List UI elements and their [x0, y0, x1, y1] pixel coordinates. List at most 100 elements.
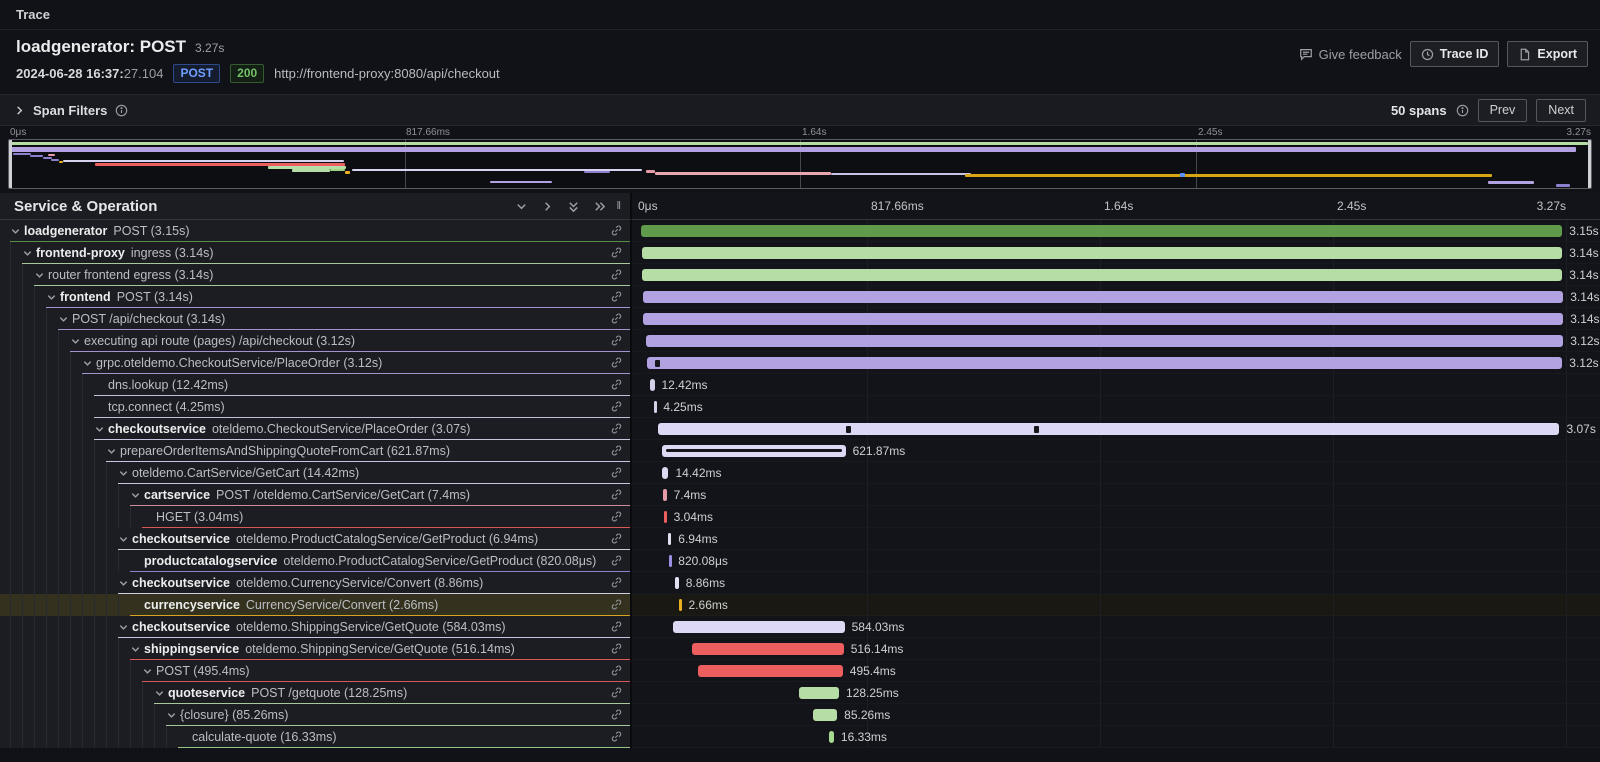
span-row[interactable]: grpc.oteldemo.CheckoutService/PlaceOrder… — [0, 352, 1600, 374]
prev-button[interactable]: Prev — [1477, 98, 1528, 122]
span-bar[interactable] — [643, 291, 1564, 303]
chevron-down-icon[interactable] — [130, 644, 141, 655]
span-bar[interactable] — [661, 445, 846, 457]
span-link-icon[interactable] — [610, 708, 623, 726]
span-name-cell[interactable]: {closure} (85.26ms) — [0, 704, 632, 726]
span-name-cell[interactable]: checkoutservice oteldemo.ProductCatalogS… — [0, 528, 632, 550]
span-row[interactable]: quoteservice POST /getquote (128.25ms) 1… — [0, 682, 1600, 704]
span-link-icon[interactable] — [610, 400, 623, 418]
span-link-icon[interactable] — [610, 554, 623, 572]
span-timeline-cell[interactable]: 2.66ms — [632, 594, 1600, 616]
span-name-cell[interactable]: tcp.connect (4.25ms) — [0, 396, 632, 418]
info-icon[interactable] — [1456, 104, 1469, 117]
span-name-cell[interactable]: productcatalogservice oteldemo.ProductCa… — [0, 550, 632, 572]
span-bar[interactable] — [678, 599, 682, 611]
chevron-down-icon[interactable] — [58, 314, 69, 325]
span-link-icon[interactable] — [610, 422, 623, 440]
span-bar[interactable] — [642, 269, 1563, 281]
span-link-icon[interactable] — [610, 488, 623, 506]
span-name-cell[interactable]: grpc.oteldemo.CheckoutService/PlaceOrder… — [0, 352, 632, 374]
span-bar[interactable] — [828, 731, 834, 743]
span-timeline-cell[interactable]: 12.42ms — [632, 374, 1600, 396]
span-link-icon[interactable] — [610, 576, 623, 594]
span-bar[interactable] — [642, 247, 1563, 259]
chevron-down-icon[interactable] — [106, 446, 117, 457]
span-timeline-cell[interactable]: 4.25ms — [632, 396, 1600, 418]
span-link-icon[interactable] — [610, 532, 623, 550]
span-name-cell[interactable]: calculate-quote (16.33ms) — [0, 726, 632, 748]
span-name-cell[interactable]: POST /api/checkout (3.14s) — [0, 308, 632, 330]
span-name-cell[interactable]: oteldemo.CartService/GetCart (14.42ms) — [0, 462, 632, 484]
span-timeline-cell[interactable]: 495.4ms — [632, 660, 1600, 682]
give-feedback-link[interactable]: Give feedback — [1299, 47, 1402, 62]
export-button[interactable]: Export — [1507, 41, 1588, 67]
chevron-down-icon[interactable] — [10, 226, 21, 237]
minimap-left-handle[interactable] — [9, 140, 12, 188]
column-resize-handle[interactable]: ‖ — [616, 200, 622, 212]
span-name-cell[interactable]: loadgenerator POST (3.15s) — [0, 220, 632, 242]
span-row[interactable]: frontend POST (3.14s) 3.14s — [0, 286, 1600, 308]
span-row[interactable]: dns.lookup (12.42ms) 12.42ms — [0, 374, 1600, 396]
span-link-icon[interactable] — [610, 290, 623, 308]
collapse-one-icon[interactable] — [515, 200, 528, 213]
span-link-icon[interactable] — [610, 664, 623, 682]
span-bar[interactable] — [673, 621, 845, 633]
span-bar[interactable] — [641, 225, 1563, 237]
chevron-down-icon[interactable] — [82, 358, 93, 369]
span-filters-toggle[interactable]: Span Filters — [14, 103, 128, 118]
span-link-icon[interactable] — [610, 598, 623, 616]
span-timeline-cell[interactable]: 3.14s — [632, 308, 1600, 330]
minimap-canvas[interactable] — [8, 139, 1592, 189]
span-bar[interactable] — [675, 577, 679, 589]
span-timeline-cell[interactable]: 584.03ms — [632, 616, 1600, 638]
span-link-icon[interactable] — [610, 642, 623, 660]
span-bar[interactable] — [691, 643, 844, 655]
chevron-down-icon[interactable] — [118, 468, 129, 479]
trace-id-button[interactable]: Trace ID — [1409, 41, 1500, 67]
minimap-right-handle[interactable] — [1588, 140, 1591, 188]
span-name-cell[interactable]: cartservice POST /oteldemo.CartService/G… — [0, 484, 632, 506]
span-row[interactable]: router frontend egress (3.14s) 3.14s — [0, 264, 1600, 286]
span-timeline-cell[interactable]: 3.07s — [632, 418, 1600, 440]
span-timeline-cell[interactable]: 14.42ms — [632, 462, 1600, 484]
chevron-down-icon[interactable] — [118, 622, 129, 633]
span-row[interactable]: POST /api/checkout (3.14s) 3.14s — [0, 308, 1600, 330]
span-link-icon[interactable] — [610, 466, 623, 484]
span-link-icon[interactable] — [610, 730, 623, 748]
span-row[interactable]: POST (495.4ms) 495.4ms — [0, 660, 1600, 682]
chevron-down-icon[interactable] — [34, 270, 45, 281]
span-timeline-cell[interactable]: 6.94ms — [632, 528, 1600, 550]
span-row[interactable]: loadgenerator POST (3.15s) 3.15s — [0, 220, 1600, 242]
span-timeline-cell[interactable]: 3.12s — [632, 352, 1600, 374]
span-name-cell[interactable]: POST (495.4ms) — [0, 660, 632, 682]
chevron-down-icon[interactable] — [70, 336, 81, 347]
span-bar[interactable] — [658, 423, 1560, 435]
chevron-down-icon[interactable] — [142, 666, 153, 677]
span-row[interactable]: frontend-proxy ingress (3.14s) 3.14s — [0, 242, 1600, 264]
span-link-icon[interactable] — [610, 246, 623, 264]
span-link-icon[interactable] — [610, 444, 623, 462]
span-row[interactable]: checkoutservice oteldemo.CurrencyService… — [0, 572, 1600, 594]
span-timeline-cell[interactable]: 7.4ms — [632, 484, 1600, 506]
chevron-down-icon[interactable] — [46, 292, 57, 303]
span-name-cell[interactable]: checkoutservice oteldemo.ShippingService… — [0, 616, 632, 638]
collapse-all-icon[interactable] — [567, 200, 580, 213]
span-bar[interactable] — [812, 709, 838, 721]
span-name-cell[interactable]: currencyservice CurrencyService/Convert … — [0, 594, 632, 616]
span-bar[interactable] — [698, 665, 843, 677]
span-row[interactable]: oteldemo.CartService/GetCart (14.42ms) 1… — [0, 462, 1600, 484]
chevron-down-icon[interactable] — [118, 534, 129, 545]
span-timeline-cell[interactable]: 3.14s — [632, 286, 1600, 308]
span-link-icon[interactable] — [610, 268, 623, 286]
span-row[interactable]: checkoutservice oteldemo.CheckoutService… — [0, 418, 1600, 440]
span-timeline-cell[interactable]: 85.26ms — [632, 704, 1600, 726]
span-timeline-cell[interactable]: 621.87ms — [632, 440, 1600, 462]
span-row[interactable]: shippingservice oteldemo.ShippingService… — [0, 638, 1600, 660]
chevron-down-icon[interactable] — [166, 710, 177, 721]
span-bar[interactable] — [662, 489, 667, 501]
span-timeline-cell[interactable]: 8.86ms — [632, 572, 1600, 594]
span-bar[interactable] — [647, 357, 1563, 369]
span-link-icon[interactable] — [610, 312, 623, 330]
span-bar[interactable] — [668, 555, 672, 567]
chevron-down-icon[interactable] — [154, 688, 165, 699]
